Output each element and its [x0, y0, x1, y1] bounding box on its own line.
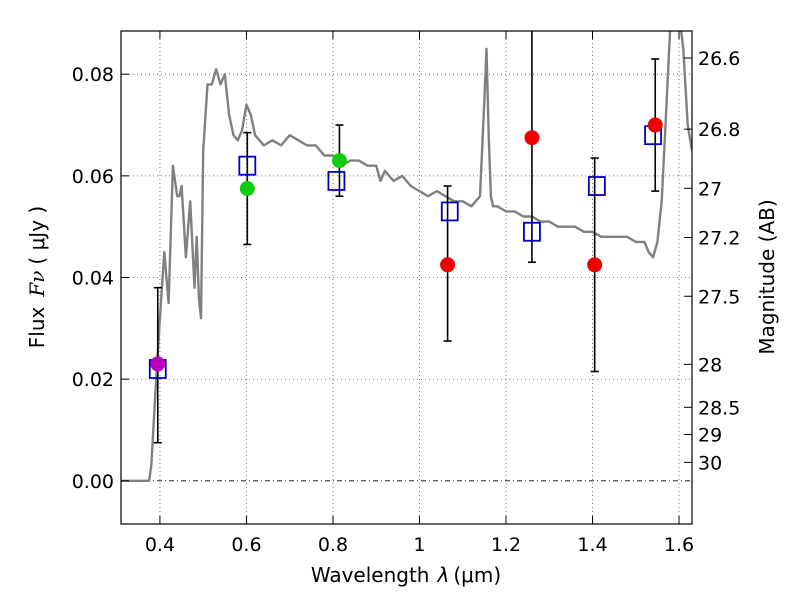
- model-photometry-box: [327, 171, 346, 191]
- x-tick-label: 0.4: [145, 534, 175, 556]
- y-tick-label: 0.04: [72, 268, 114, 290]
- y2-axis-label: Magnitude (AB): [755, 199, 779, 354]
- observed-point: [150, 356, 166, 372]
- plot-area: [121, 31, 692, 524]
- mag-tick-label: 26.6: [698, 48, 740, 70]
- mag-tick-label: 30: [698, 452, 722, 474]
- model-photometry-box: [523, 221, 541, 242]
- y-tick-label: 0.02: [72, 369, 114, 391]
- y-axis-label: FluxFν( μJy ): [25, 206, 49, 348]
- observed-point: [239, 181, 255, 197]
- observed-point: [524, 130, 540, 146]
- model-photometry-box: [587, 176, 606, 196]
- x-tick-label: 1.2: [491, 534, 521, 556]
- model-photometry-box: [440, 201, 459, 222]
- observed-point: [587, 257, 603, 273]
- mag-tick-label: 27.5: [698, 286, 740, 308]
- mag-tick-label: 28: [698, 354, 722, 376]
- model-spectrum-line: [121, 31, 692, 482]
- x-tick-label: 0.6: [231, 534, 261, 556]
- observed-point: [440, 257, 456, 273]
- y-tick-label: 0.08: [72, 64, 114, 86]
- mag-tick-label: 29: [698, 424, 722, 446]
- mag-tick-label: 26.8: [698, 119, 740, 141]
- x-tick-label: 1.4: [577, 534, 607, 556]
- mag-tick-label: 28.5: [698, 397, 740, 419]
- y-tick-label: 0.00: [72, 471, 114, 493]
- observed-point: [647, 117, 663, 133]
- observed-photometry: [150, 117, 663, 372]
- mag-tick-label: 27: [698, 178, 722, 200]
- y-tick-label: 0.06: [72, 166, 114, 188]
- mag-tick-label: 27.2: [698, 228, 740, 250]
- ticks: 0.4 0.6 0.8 1 1.2 1.4 1.6 0.00 0.02 0.04 0.06 0.08 2…: [72, 31, 740, 556]
- x-tick-label: 0.8: [318, 534, 348, 556]
- observed-point: [331, 153, 347, 169]
- model-spectrum-group: [121, 31, 692, 482]
- x-axis-label: Wavelength λ (μm): [311, 563, 501, 587]
- model-photometry-box: [238, 155, 257, 176]
- x-tick-label: 1: [413, 534, 425, 556]
- x-tick-label: 1.6: [664, 534, 694, 556]
